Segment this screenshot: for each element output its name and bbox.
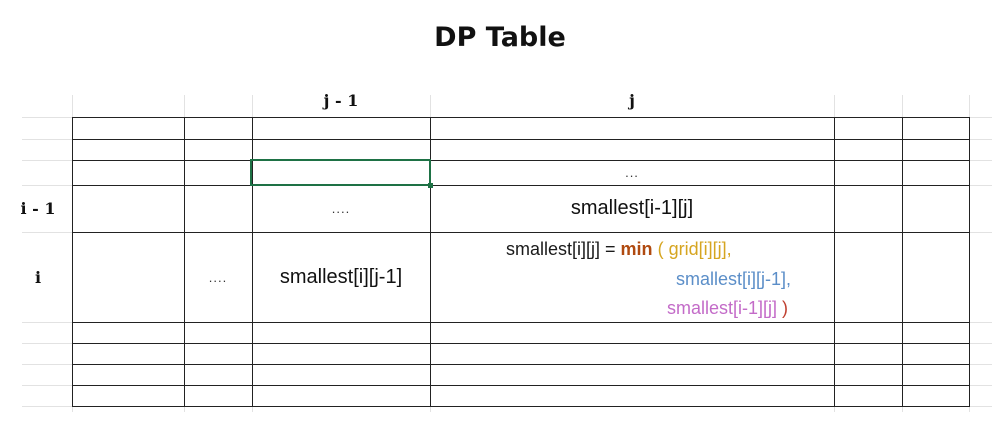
row-header-i: i bbox=[34, 268, 42, 287]
gridline bbox=[22, 139, 72, 140]
selected-cell[interactable] bbox=[250, 159, 431, 186]
gridline bbox=[22, 322, 72, 323]
table-border bbox=[72, 139, 970, 140]
table-border bbox=[72, 117, 970, 118]
gridline bbox=[970, 117, 992, 118]
table-border bbox=[72, 385, 970, 386]
gridline bbox=[970, 232, 992, 233]
gridline bbox=[22, 385, 72, 386]
formula-close-paren: ) bbox=[777, 298, 789, 318]
table-border bbox=[72, 406, 970, 407]
formula-line-2: smallest[i][j-1], bbox=[676, 269, 791, 290]
formula-lhs: smallest[i][j] = bbox=[506, 239, 621, 259]
gridline bbox=[22, 406, 72, 407]
gridline bbox=[22, 117, 72, 118]
formula-line-1: smallest[i][j] = min ( grid[i][j], bbox=[506, 239, 732, 260]
cell-i-before: .... bbox=[208, 269, 228, 285]
table-border bbox=[72, 232, 970, 233]
table-border bbox=[969, 117, 970, 407]
table-border bbox=[184, 117, 185, 407]
gridline bbox=[970, 385, 992, 386]
gridline bbox=[22, 364, 72, 365]
gridline bbox=[22, 232, 72, 233]
formula-arg-up: smallest[i-1][j] bbox=[667, 298, 778, 318]
cell-i-j-minus-1: smallest[i][j-1] bbox=[279, 265, 403, 288]
gridline bbox=[970, 343, 992, 344]
gridline bbox=[970, 160, 992, 161]
column-header-j-minus-1: j - 1 bbox=[323, 91, 359, 110]
gridline bbox=[970, 322, 992, 323]
table-border bbox=[72, 117, 73, 407]
gridline bbox=[970, 139, 992, 140]
fill-handle[interactable] bbox=[428, 183, 433, 188]
table-border bbox=[430, 117, 431, 407]
gridline bbox=[22, 185, 72, 186]
cell-i-minus-1-j: smallest[i-1][j] bbox=[570, 197, 694, 219]
gridline bbox=[970, 364, 992, 365]
table-border bbox=[72, 160, 970, 161]
gridline bbox=[22, 160, 72, 161]
page-title: DP Table bbox=[434, 22, 566, 53]
row-header-i-minus-1: i - 1 bbox=[20, 199, 56, 218]
cell-above-j: ... bbox=[625, 165, 639, 180]
formula-line-3: smallest[i-1][j] ) bbox=[667, 298, 788, 319]
table-border bbox=[72, 322, 970, 323]
gridline bbox=[22, 343, 72, 344]
formula-min: min bbox=[620, 239, 653, 259]
table-border bbox=[72, 364, 970, 365]
table-border bbox=[902, 117, 903, 407]
formula-arg-left: smallest[i][j-1], bbox=[676, 269, 792, 289]
table-border bbox=[72, 343, 970, 344]
table-border bbox=[252, 117, 253, 407]
table-border bbox=[834, 117, 835, 407]
gridline bbox=[970, 406, 992, 407]
cell-i-minus-1-j-minus-1: .... bbox=[331, 201, 351, 216]
column-header-j: j bbox=[629, 91, 635, 110]
gridline bbox=[970, 185, 992, 186]
formula-open-paren-text: ( bbox=[657, 239, 669, 259]
formula-arg-grid: grid[i][j], bbox=[668, 239, 732, 259]
table-border bbox=[72, 185, 970, 186]
